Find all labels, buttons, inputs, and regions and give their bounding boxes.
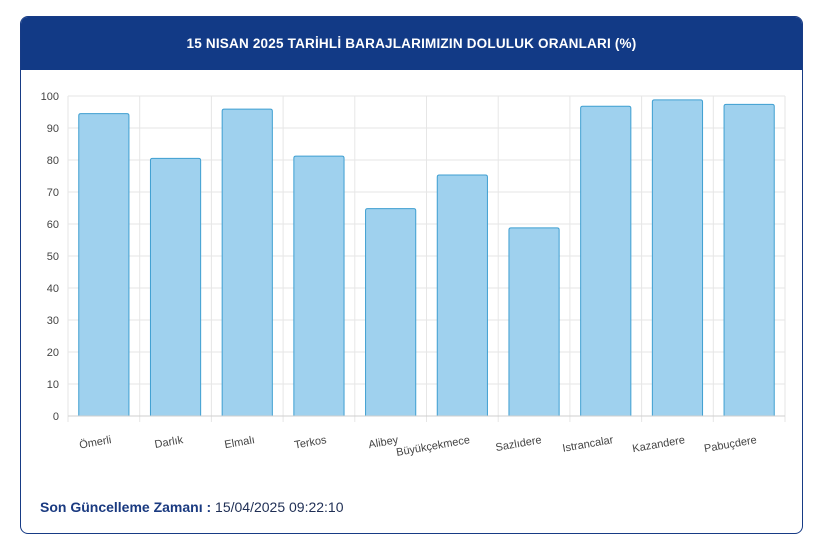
y-tick-label: 40 bbox=[47, 283, 59, 295]
bar bbox=[365, 208, 417, 416]
y-tick-label: 100 bbox=[41, 91, 59, 103]
bar bbox=[293, 155, 345, 416]
x-tick-label: Kazandere bbox=[631, 434, 685, 455]
bar bbox=[78, 113, 130, 416]
x-tick-label: Istrancalar bbox=[562, 434, 615, 455]
bar bbox=[221, 108, 273, 416]
x-tick-label: Sazlıdere bbox=[495, 434, 543, 454]
bar bbox=[508, 227, 560, 416]
y-tick-label: 0 bbox=[53, 411, 59, 423]
bar bbox=[580, 105, 632, 416]
x-tick-label: Elmalı bbox=[224, 434, 256, 451]
last-update: Son Güncelleme Zamanı : 15/04/2025 09:22… bbox=[40, 499, 344, 515]
x-tick-label: Terkos bbox=[293, 434, 327, 452]
bar bbox=[723, 103, 775, 416]
x-tick-label: Pabuçdere bbox=[703, 434, 757, 455]
bar bbox=[149, 157, 202, 416]
y-tick-label: 70 bbox=[47, 187, 59, 199]
y-tick-label: 10 bbox=[47, 379, 59, 391]
chart-header: 15 NISAN 2025 TARİHLİ BARAJLARIMIZIN DOL… bbox=[21, 17, 802, 70]
x-tick-label: Ömerli bbox=[78, 434, 112, 451]
x-tick-label: Darlık bbox=[154, 434, 185, 451]
x-tick-label: Büyükçekmece bbox=[395, 434, 471, 459]
y-tick-label: 60 bbox=[47, 219, 59, 231]
y-tick-label: 30 bbox=[47, 315, 59, 327]
y-tick-label: 50 bbox=[47, 251, 59, 263]
chart-title: 15 NISAN 2025 TARİHLİ BARAJLARIMIZIN DOL… bbox=[186, 36, 637, 51]
last-update-label: Son Güncelleme Zamanı : bbox=[40, 499, 212, 515]
y-tick-label: 80 bbox=[47, 155, 59, 167]
bar bbox=[436, 174, 488, 416]
y-tick-label: 90 bbox=[47, 123, 59, 135]
x-tick-label: Alibey bbox=[368, 434, 400, 451]
last-update-value: 15/04/2025 09:22:10 bbox=[215, 499, 344, 515]
bar bbox=[651, 99, 704, 416]
y-tick-label: 20 bbox=[47, 347, 59, 359]
